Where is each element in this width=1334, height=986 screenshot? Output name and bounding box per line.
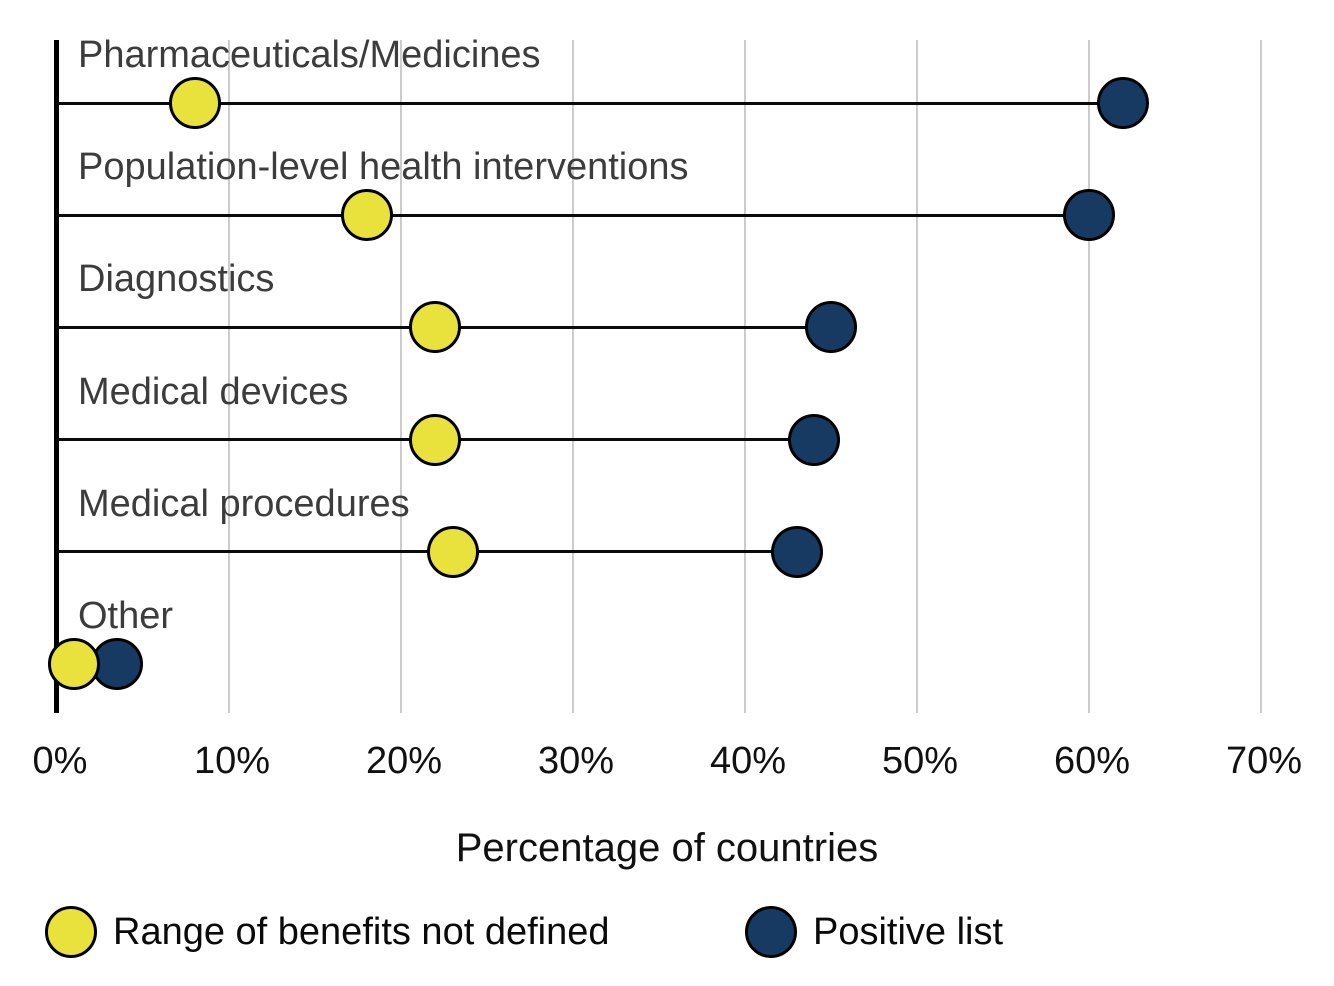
positive-list-dot — [1063, 189, 1115, 242]
positive-list-dot — [787, 413, 840, 466]
benefits-not-defined-dot — [340, 189, 393, 242]
benefits-not-defined-dot — [168, 77, 221, 129]
gridline-40 — [744, 40, 746, 713]
benefits-not-defined-dot — [426, 525, 479, 578]
gridline-70 — [1260, 40, 1262, 713]
legend-label: Range of benefits not defined — [113, 910, 610, 953]
category-label: Diagnostics — [78, 258, 275, 301]
y-axis-line — [54, 40, 59, 713]
x-tick-label: 0% — [32, 740, 88, 782]
benefits-not-defined-dot — [48, 638, 101, 690]
connector-line — [56, 550, 797, 554]
legend-swatch-positive-list — [745, 906, 797, 958]
x-tick-label: 70% — [1225, 740, 1303, 782]
benefits-not-defined-dot — [409, 413, 462, 466]
x-tick-label: 50% — [881, 740, 959, 782]
gridline-20 — [400, 40, 402, 713]
x-axis-title: Percentage of countries — [455, 826, 879, 870]
x-tick-label: 10% — [193, 740, 271, 782]
positive-list-dot — [805, 301, 857, 354]
positive-list-dot — [770, 525, 823, 578]
legend-item: Positive list — [745, 906, 1003, 958]
category-label: Medical procedures — [78, 482, 410, 525]
category-label: Other — [78, 595, 174, 637]
positive-list-dot — [1097, 77, 1150, 129]
connector-line — [56, 101, 1124, 105]
x-tick-label: 30% — [537, 740, 615, 782]
benefits-not-defined-dot — [409, 301, 462, 354]
category-label: Medical devices — [78, 370, 349, 413]
gridline-30 — [572, 40, 574, 713]
gridline-10 — [228, 40, 230, 713]
gridline-50 — [916, 40, 918, 713]
x-tick-label: 40% — [709, 740, 787, 782]
legend-item: Range of benefits not defined — [45, 906, 610, 958]
gridline-60 — [1088, 40, 1090, 713]
legend-label: Positive list — [813, 910, 1004, 953]
legend-swatch-benefits-not-defined — [45, 906, 97, 958]
connector-line — [56, 213, 1089, 217]
x-tick-label: 20% — [365, 740, 443, 782]
category-label: Population-level health interventions — [78, 146, 689, 189]
category-label: Pharmaceuticals/Medicines — [78, 34, 541, 76]
x-tick-label: 60% — [1053, 740, 1131, 782]
